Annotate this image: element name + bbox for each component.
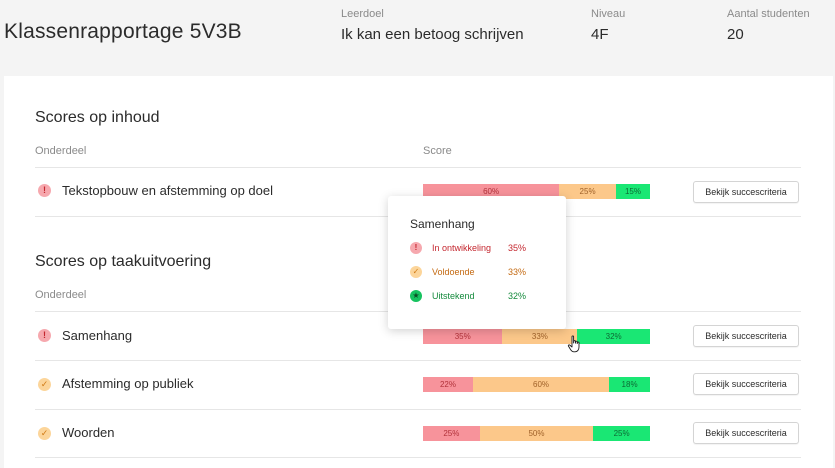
divider [35,167,801,168]
column-header-score: Score [423,145,452,157]
score-bar[interactable]: 35% 33% 32% [423,329,650,344]
row-label: Samenhang [62,328,133,343]
score-segment-uitstekend[interactable]: 18% [609,377,650,392]
tooltip-item-label: Uitstekend [432,291,475,301]
hand-cursor-icon [567,335,580,353]
check-icon: ✓ [38,378,51,391]
check-icon: ✓ [38,427,51,440]
tooltip-item-label: In ontwikkeling [432,243,492,253]
section-title-inhoud: Scores op inhoud [35,109,160,126]
score-segment-in-ontwikkeling[interactable]: 22% [423,377,473,392]
check-icon: ✓ [410,266,422,278]
exclamation-icon: ! [38,329,51,342]
column-header-onderdeel: Onderdeel [35,289,87,301]
divider [35,457,801,458]
tooltip-item-value: 35% [508,243,527,253]
score-segment-voldoende[interactable]: 60% [472,377,610,392]
students-value: 20 [727,26,744,43]
row-label: Afstemming op publiek [62,376,194,391]
score-bar[interactable]: 60% 25% 15% [423,184,650,199]
exclamation-icon: ! [38,184,51,197]
tooltip-item-value: 32% [508,291,527,301]
score-segment-uitstekend[interactable]: 32% [577,329,650,344]
score-segment-voldoende[interactable]: 25% [559,184,616,199]
column-header-onderdeel: Onderdeel [35,145,87,157]
star-icon: ★ [410,290,422,302]
tooltip-item-label: Voldoende [432,267,475,277]
score-bar[interactable]: 25% 50% 25% [423,426,650,441]
score-tooltip: Samenhang ! In ontwikkeling 35% ✓ Voldoe… [388,196,566,329]
niveau-value: 4F [591,26,609,43]
score-segment-in-ontwikkeling[interactable]: 35% [423,329,503,344]
bekijk-succescriteria-button[interactable]: Bekijk succescriteria [693,325,799,347]
score-bar[interactable]: 22% 60% 18% [423,377,650,392]
row-label: Woorden [62,425,115,440]
score-segment-in-ontwikkeling[interactable]: 25% [423,426,480,441]
page-title: Klassenrapportage 5V3B [4,20,242,43]
leerdoel-label: Leerdoel [341,8,384,20]
students-label: Aantal studenten [727,8,810,20]
tooltip-item-value: 33% [508,267,527,277]
bekijk-succescriteria-button[interactable]: Bekijk succescriteria [693,181,799,203]
tooltip-title: Samenhang [410,217,475,231]
section-title-taakuitvoering: Scores op taakuitvoering [35,253,212,270]
score-segment-uitstekend[interactable]: 25% [593,426,650,441]
score-segment-uitstekend[interactable]: 15% [615,184,650,199]
bekijk-succescriteria-button[interactable]: Bekijk succescriteria [693,422,799,444]
report-header: Klassenrapportage 5V3B Leerdoel Ik kan e… [0,0,835,72]
divider [35,409,801,410]
score-segment-voldoende[interactable]: 33% [502,329,578,344]
divider [35,360,801,361]
bekijk-succescriteria-button[interactable]: Bekijk succescriteria [693,373,799,395]
row-label: Tekstopbouw en afstemming op doel [62,183,274,198]
report-card: Scores op inhoud Onderdeel Score ! Tekst… [4,76,833,468]
exclamation-icon: ! [410,242,422,254]
niveau-label: Niveau [591,8,626,20]
leerdoel-value: Ik kan een betoog schrijven [341,26,524,43]
score-segment-in-ontwikkeling[interactable]: 60% [423,184,560,199]
score-segment-voldoende[interactable]: 50% [479,426,594,441]
